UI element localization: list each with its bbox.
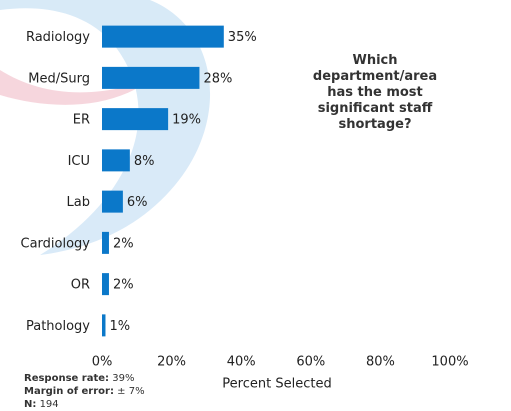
x-tick-label: 100% bbox=[431, 355, 468, 370]
x-tick-label: 20% bbox=[157, 355, 186, 370]
bar bbox=[102, 273, 109, 296]
value-label: 1% bbox=[109, 319, 130, 334]
y-tick-label: Radiology bbox=[26, 30, 90, 45]
note-label: Response rate: bbox=[24, 373, 110, 384]
note-value: 194 bbox=[39, 399, 59, 410]
value-label: 19% bbox=[172, 113, 201, 128]
bar bbox=[102, 314, 106, 337]
bar bbox=[102, 25, 224, 48]
note: Response rate: 39% bbox=[24, 373, 134, 384]
note: Margin of error: ± 7% bbox=[24, 386, 145, 397]
bar bbox=[102, 108, 169, 131]
x-tick-label: 60% bbox=[296, 355, 325, 370]
value-label: 2% bbox=[113, 236, 134, 251]
note-value: ± 7% bbox=[117, 386, 145, 397]
chart-title: Which department/area has the most signi… bbox=[312, 53, 438, 132]
x-tick-label: 0% bbox=[92, 355, 113, 370]
bar bbox=[102, 66, 200, 89]
value-label: 28% bbox=[203, 71, 232, 86]
note: N: 194 bbox=[24, 399, 59, 410]
bar bbox=[102, 149, 130, 172]
x-tick-label: 80% bbox=[366, 355, 395, 370]
value-label: 2% bbox=[113, 278, 134, 293]
value-label: 8% bbox=[134, 154, 155, 169]
note-label: Margin of error: bbox=[24, 386, 114, 397]
note-value: 39% bbox=[112, 373, 135, 384]
x-axis-label: Percent Selected bbox=[222, 377, 331, 392]
y-tick-label: Med/Surg bbox=[28, 71, 90, 86]
note-label: N: bbox=[24, 399, 37, 410]
bar bbox=[102, 231, 109, 254]
y-tick-label: Cardiology bbox=[21, 236, 91, 251]
y-tick-label: Lab bbox=[67, 195, 90, 210]
x-tick-label: 40% bbox=[227, 355, 256, 370]
y-tick-label: Pathology bbox=[26, 319, 90, 334]
bar bbox=[102, 190, 123, 213]
y-tick-label: ER bbox=[73, 113, 90, 128]
value-label: 6% bbox=[127, 195, 148, 210]
y-tick-label: OR bbox=[71, 278, 90, 293]
value-label: 35% bbox=[228, 30, 257, 45]
y-tick-label: ICU bbox=[68, 154, 90, 169]
background-swoosh bbox=[0, 0, 211, 255]
